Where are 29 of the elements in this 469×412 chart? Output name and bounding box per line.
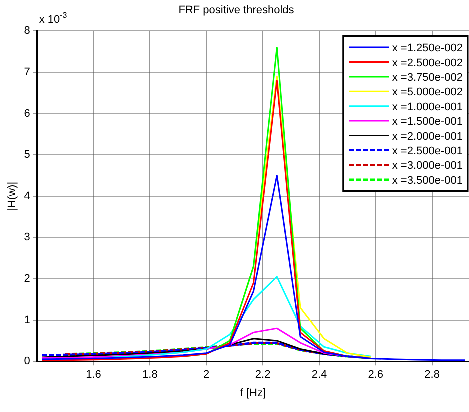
y-tick-label: 2 bbox=[24, 273, 30, 286]
chart-title: FRF positive thresholds bbox=[178, 4, 295, 17]
x-tick-label: 2 bbox=[204, 369, 210, 382]
legend-label: x =1.500e-001 bbox=[392, 116, 463, 128]
y-tick-label: 3 bbox=[24, 232, 30, 244]
x-tick-label: 1.8 bbox=[142, 369, 158, 382]
x-tick-label: 1.6 bbox=[86, 369, 102, 382]
legend-label: x =2.500e-002 bbox=[392, 57, 463, 70]
x-tick-label: 2.2 bbox=[255, 369, 271, 382]
y-tick-label: 8 bbox=[24, 25, 30, 38]
y-axis-title: |H(w)| bbox=[6, 182, 19, 211]
y-tick-label: 7 bbox=[24, 66, 30, 79]
legend-label: x =3.500e-001 bbox=[392, 174, 463, 187]
legend-label: x =3.000e-001 bbox=[392, 160, 463, 172]
legend-label: x =2.500e-001 bbox=[392, 145, 463, 158]
legend-label: x =2.000e-001 bbox=[392, 130, 463, 143]
legend-label: x =5.000e-002 bbox=[392, 86, 463, 99]
y-tick-label: 5 bbox=[24, 149, 30, 162]
y-tick-label: 1 bbox=[24, 314, 30, 326]
y-tick-label: 0 bbox=[24, 356, 30, 368]
legend-label: x =3.750e-002 bbox=[392, 72, 463, 84]
x-tick-label: 2.8 bbox=[424, 369, 440, 382]
legend-label: x =1.250e-002 bbox=[392, 42, 463, 55]
legend-label: x =1.000e-001 bbox=[392, 101, 463, 114]
y-tick-label: 4 bbox=[24, 190, 30, 202]
x-axis-title: f [Hz] bbox=[240, 387, 266, 400]
x-tick-label: 2.4 bbox=[312, 369, 328, 382]
x-tick-label: 2.6 bbox=[368, 369, 384, 382]
y-tick-label: 6 bbox=[24, 108, 30, 120]
